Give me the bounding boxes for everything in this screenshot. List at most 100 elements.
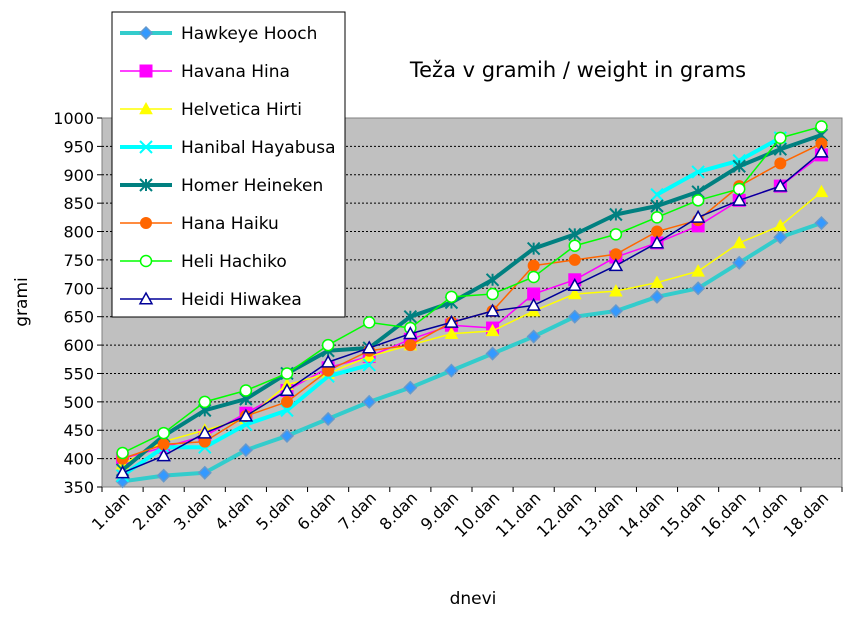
data-point [731,192,747,206]
y-tick-label: 650 [63,308,94,327]
data-point [156,468,171,483]
data-point [568,227,582,242]
legend-item: Hana Haiku [120,214,279,234]
data-point [691,165,705,179]
legend-item: Hanibal Hayabusa [120,138,336,158]
y-tick-label: 800 [63,223,94,242]
data-point [650,187,664,202]
x-tick-label: 4.dan [211,488,257,534]
x-tick-label: 11.dan [492,488,545,541]
x-tick-label: 15.dan [656,488,709,541]
y-tick-label: 400 [63,450,94,469]
legend-label: Heli Hachiko [181,252,287,272]
data-point [691,264,705,277]
series-heli-hachiko [116,120,828,460]
y-tick-label: 450 [63,421,94,440]
legend-label: Hana Haiku [181,214,279,234]
series-line [656,136,782,197]
data-point [773,178,788,192]
data-point [279,428,295,443]
data-point [116,446,129,460]
data-point [526,297,541,311]
data-point [486,287,499,301]
y-tick-label: 750 [63,251,94,270]
x-tick-label: 13.dan [574,488,627,541]
data-point [197,425,213,439]
data-point [649,289,665,304]
x-tick-label: 6.dan [293,488,339,534]
legend-label: Homer Heineken [181,176,323,196]
data-point [527,259,540,272]
data-point [608,258,624,272]
y-tick-label: 700 [63,279,94,298]
x-tick-label: 8.dan [376,488,422,534]
series-line [122,151,822,474]
x-axis-ticks: 1.dan2.dan3.dan4.dan5.dan6.dan7.dan8.dan… [88,487,843,541]
data-point [732,235,747,249]
data-point [609,284,623,297]
data-point [774,131,787,145]
series-hawkeye-hooch [115,215,829,489]
legend-item: Heli Hachiko [120,252,287,272]
data-point [773,218,788,232]
data-point [814,144,829,158]
legend-marker [139,64,153,78]
data-point [321,338,335,352]
data-point [774,157,787,170]
data-point [650,275,664,288]
data-point [650,199,664,213]
data-point [773,142,788,156]
y-axis-label: grami [12,277,32,326]
data-point [691,194,705,207]
data-point [361,340,377,354]
legend-marker [139,101,153,115]
data-point [609,228,623,241]
data-point [608,303,623,319]
legend-label: Hanibal Hayabusa [181,138,336,158]
series-layer [115,120,829,489]
data-point [279,382,295,397]
grid-lines [102,145,842,460]
legend-marker [139,140,153,154]
data-point [650,211,664,224]
data-point [362,316,376,329]
data-point [773,230,788,245]
data-point [567,286,582,300]
data-point [444,363,459,378]
legend: Hawkeye Hooch Havana Hina Helvetica Hirti H… [111,11,346,318]
data-point [485,303,500,317]
series-line [122,125,822,454]
data-point [362,358,376,372]
data-point [403,326,418,340]
data-point [238,408,254,422]
data-point [321,411,336,426]
legend-marker [138,291,154,305]
data-point [238,443,253,458]
legend-label: Helvetica Hirti [181,100,302,120]
data-point [814,215,829,231]
data-point [403,309,418,324]
data-point [403,380,418,395]
y-tick-label: 1000 [53,109,94,128]
data-point [157,426,170,440]
data-point [198,395,212,409]
y-tick-label: 600 [63,336,94,355]
y-tick-label: 850 [63,194,94,213]
legend-item: Hawkeye Hooch [120,24,317,44]
x-axis-label: dnevi [450,589,497,609]
data-point [526,241,541,256]
chart-title: Teža v gramih / weight in grams [409,58,746,82]
data-point [404,339,417,352]
y-tick-label: 550 [63,364,94,383]
x-tick-label: 18.dan [780,488,833,541]
y-tick-label: 350 [63,478,94,497]
legend-item: Heidi Hiwakea [120,290,302,310]
legend-label: Havana Hina [181,62,290,82]
series-line [121,133,823,472]
data-point [526,329,541,344]
series-line [122,154,822,460]
data-point [609,207,623,222]
y-tick-label: 950 [63,137,94,156]
x-tick-label: 14.dan [615,488,668,541]
